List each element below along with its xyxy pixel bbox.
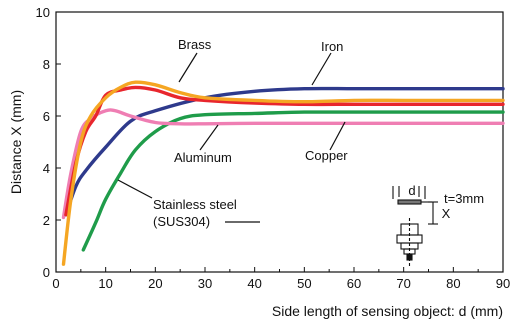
brass-label: Brass	[178, 37, 212, 52]
x-tick-label: 30	[198, 276, 212, 291]
x-tick-label: 0	[52, 276, 59, 291]
x-tick-label: 10	[98, 276, 112, 291]
sensing-object-plate	[397, 199, 422, 205]
iron-leader-line	[311, 52, 332, 86]
plot-frame	[55, 11, 504, 273]
stainless-leader-line	[117, 179, 153, 199]
iron-label: Iron	[321, 39, 343, 54]
series-lines	[61, 80, 505, 266]
x-tick-label: 80	[446, 276, 460, 291]
sensor-diagram	[392, 186, 438, 266]
series-line-aluminum	[64, 85, 505, 217]
brass-leader-line	[178, 52, 198, 83]
x-dimension-label: X	[442, 206, 451, 221]
x-axis-label: Side length of sensing object: d (mm)	[272, 303, 503, 319]
y-tick-label: 6	[43, 109, 50, 124]
stainless-label-line1: Stainless steel	[153, 197, 237, 212]
copper-leader-line	[329, 121, 346, 151]
y-tick-label: 10	[36, 5, 50, 20]
series-line-iron	[64, 86, 505, 217]
x-tick-label: 40	[247, 276, 261, 291]
aluminum-label: Aluminum	[174, 150, 232, 165]
x-tick-label: 20	[148, 276, 162, 291]
x-tick-label: 70	[396, 276, 410, 291]
y-tick-label: 8	[43, 57, 50, 72]
y-tick-label: 2	[43, 213, 50, 228]
aluminum-leader-line	[199, 124, 219, 151]
thickness-label: t=3mm	[444, 191, 484, 206]
x-tick-label: 50	[297, 276, 311, 291]
d-dimension-label: d	[408, 183, 415, 198]
copper-label: Copper	[305, 148, 348, 163]
y-tick-label: 0	[43, 265, 50, 280]
axis-ticks: 0 10 20 30 40 50 60 70 80 90 0 2 4 6 8 10	[36, 5, 511, 291]
y-axis-label: Distance X (mm)	[8, 90, 24, 194]
x-tick-label: 90	[496, 276, 510, 291]
series-line-copper	[61, 108, 505, 220]
series-line-stainless-steel-sus304	[81, 110, 505, 252]
stainless-label-line2: (SUS304)	[153, 214, 210, 229]
series-line-brass	[61, 80, 505, 266]
y-tick-label: 4	[43, 161, 50, 176]
x-tick-label: 60	[347, 276, 361, 291]
